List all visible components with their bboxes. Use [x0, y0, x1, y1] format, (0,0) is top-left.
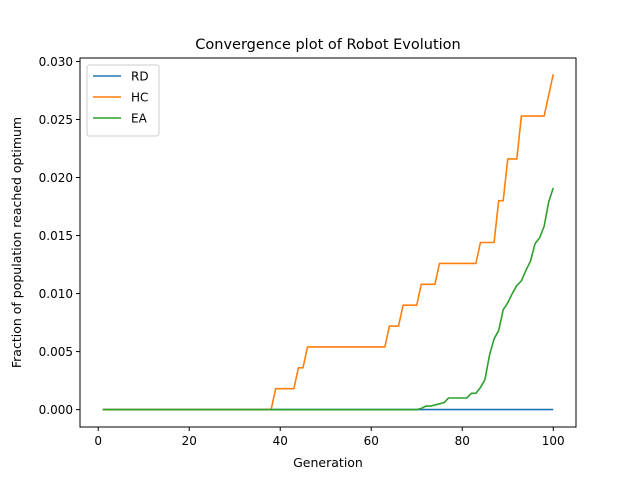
y-tick-label: 0.015	[39, 229, 73, 243]
legend-label-hc: HC	[131, 91, 148, 105]
series-line-ea	[102, 187, 555, 411]
x-tick-label: 100	[542, 434, 565, 448]
x-tick-label: 20	[182, 434, 197, 448]
y-tick-label: 0.020	[39, 171, 73, 185]
y-tick-label: 0.005	[39, 345, 73, 359]
plot-area	[102, 74, 555, 411]
y-axis-label: Fraction of population reached optimum	[9, 117, 24, 368]
x-axis: 0 20 40 60 80 100	[94, 427, 565, 448]
x-tick-label: 0	[94, 434, 102, 448]
legend-label-rd: RD	[131, 70, 149, 84]
series-line-hc	[102, 74, 555, 411]
legend-label-ea: EA	[131, 112, 148, 126]
x-tick-label: 40	[273, 434, 288, 448]
x-axis-label: Generation	[293, 455, 363, 470]
legend: RD HC EA	[86, 64, 160, 137]
y-tick-label: 0.000	[39, 403, 73, 417]
y-tick-label: 0.030	[39, 55, 73, 69]
axes-frame	[79, 57, 577, 428]
y-tick-label: 0.010	[39, 287, 73, 301]
y-tick-label: 0.025	[39, 113, 73, 127]
chart-title: Convergence plot of Robot Evolution	[195, 37, 460, 53]
y-axis: 0.000 0.005 0.010 0.015 0.020 0.025 0.030	[39, 55, 80, 417]
x-tick-label: 60	[364, 434, 379, 448]
x-tick-label: 80	[455, 434, 470, 448]
